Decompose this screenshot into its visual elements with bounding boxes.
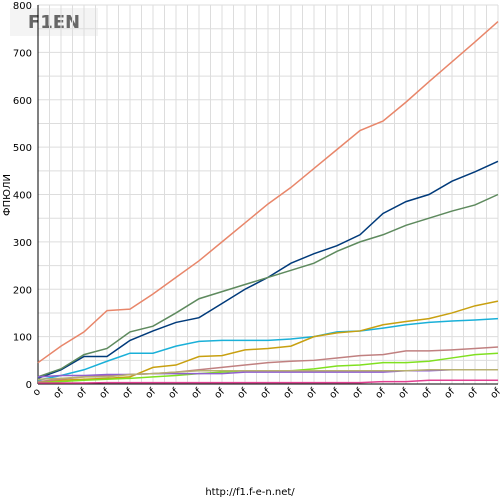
x-tick-label: of: [420, 386, 435, 401]
y-tick-label: 500: [13, 143, 32, 154]
x-tick-label: of: [52, 386, 67, 401]
x-tick-label: of: [144, 386, 159, 401]
y-tick-label: 300: [13, 238, 32, 249]
x-tick-label: of: [466, 386, 481, 401]
series-line: [37, 300, 499, 383]
x-tick-label: of: [121, 386, 136, 401]
y-tick-label: 400: [13, 191, 32, 202]
x-tick-label: of: [236, 386, 251, 401]
x-tick-label: of: [305, 386, 320, 401]
x-tick-label: of: [351, 386, 366, 401]
x-tick-label: of: [98, 386, 113, 401]
y-tick-label: 0: [26, 380, 32, 391]
x-tick-label: of: [374, 386, 389, 401]
logo: F1EN: [28, 12, 80, 33]
y-tick-label: 200: [13, 285, 32, 296]
x-tick-label: of: [190, 386, 205, 401]
x-tick-label: of: [213, 386, 228, 401]
x-tick-label: of: [489, 386, 500, 401]
y-axis-label: ФПЮЛИ: [2, 174, 13, 216]
x-tick-label: of: [282, 386, 297, 401]
y-tick-label: 800: [13, 1, 32, 12]
y-tick-label: 100: [13, 333, 32, 344]
x-tick-label: of: [167, 386, 182, 401]
series-line: [37, 369, 498, 381]
x-tick-label: of: [328, 386, 343, 401]
x-tick-label: of: [259, 386, 274, 401]
x-tick-label: of: [443, 386, 458, 401]
y-tick-label: 700: [13, 48, 32, 59]
series-line: [37, 21, 499, 364]
series-line: [38, 379, 498, 384]
logo-box: [10, 8, 98, 36]
x-tick-label: of: [397, 386, 412, 401]
series-line: [37, 317, 499, 381]
x-tick-label: o: [31, 386, 43, 398]
footer: http://f1.f-e-n.net/: [205, 487, 295, 498]
series-line: [37, 193, 499, 378]
y-tick-label: 600: [13, 96, 32, 107]
x-tick-label: of: [75, 386, 90, 401]
